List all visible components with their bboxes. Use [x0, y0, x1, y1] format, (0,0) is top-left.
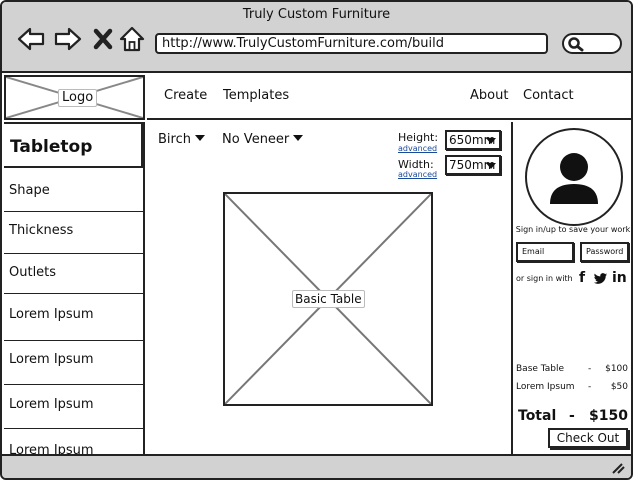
- chevron-down-icon: [486, 163, 496, 169]
- width-select[interactable]: 750mm: [445, 155, 501, 175]
- sidebar-item-lorem-3[interactable]: Lorem Ipsum: [4, 385, 143, 429]
- price-line-sep: -: [588, 364, 592, 374]
- wood-value: Birch: [158, 132, 191, 147]
- back-arrow-icon[interactable]: [16, 24, 46, 54]
- chevron-down-icon: [486, 138, 496, 144]
- height-select[interactable]: 650mm: [445, 130, 501, 150]
- veneer-dropdown[interactable]: No Veneer: [222, 132, 304, 147]
- sidebar-item-lorem-4[interactable]: Lorem Ipsum: [9, 443, 94, 454]
- logo-placeholder[interactable]: Logo: [4, 75, 145, 120]
- total-label: Total: [518, 408, 557, 424]
- price-line-value: $100: [605, 364, 628, 374]
- width-label: Width:: [398, 158, 434, 171]
- top-navigation: Create Templates About Contact: [147, 75, 631, 120]
- price-line-name: Base Table: [516, 364, 565, 374]
- width-advanced-link[interactable]: advanced: [398, 170, 438, 179]
- height-value: 650mm: [449, 133, 496, 147]
- email-field[interactable]: Email: [516, 242, 574, 262]
- builder-main: Birch No Veneer Height: advanced 650mm W…: [147, 122, 510, 454]
- veneer-value: No Veneer: [222, 132, 290, 147]
- chevron-down-icon: [293, 135, 304, 141]
- social-signin-text: or sign in with: [516, 274, 573, 283]
- height-advanced-link[interactable]: advanced: [398, 144, 438, 153]
- url-input[interactable]: http://www.TrulyCustomFurniture.com/buil…: [155, 33, 548, 54]
- width-value: 750mm: [449, 158, 496, 172]
- search-icon: [568, 37, 584, 52]
- password-field[interactable]: Password: [580, 242, 629, 262]
- close-icon[interactable]: [88, 24, 118, 54]
- total-sep: -: [569, 408, 575, 424]
- nav-create[interactable]: Create: [164, 88, 208, 103]
- browser-chrome: Truly Custom Furniture http://www.TrulyC…: [2, 2, 631, 73]
- user-icon: [550, 153, 598, 204]
- sidebar-item-lorem-1[interactable]: Lorem Ipsum: [4, 294, 143, 341]
- sidebar-item-shape[interactable]: Shape: [4, 168, 143, 212]
- nav-contact[interactable]: Contact: [523, 88, 574, 103]
- sidebar-item-lorem-2[interactable]: Lorem Ipsum: [4, 341, 143, 385]
- status-bar: [2, 454, 631, 478]
- nav-about[interactable]: About: [470, 88, 509, 103]
- price-line-sep: -: [588, 382, 592, 392]
- total-value: $150: [589, 408, 628, 424]
- table-preview: Basic Table: [223, 192, 433, 406]
- sidebar-heading: Tabletop: [4, 122, 143, 168]
- preview-label: Basic Table: [292, 290, 365, 308]
- forward-arrow-icon[interactable]: [53, 24, 83, 54]
- window-title: Truly Custom Furniture: [242, 7, 391, 22]
- search-field[interactable]: [562, 33, 622, 54]
- avatar: [525, 128, 623, 226]
- wood-dropdown[interactable]: Birch: [158, 132, 205, 147]
- resize-grip-icon[interactable]: [611, 462, 625, 474]
- sidebar: Tabletop Shape Thickness Outlets Lorem I…: [4, 122, 145, 454]
- facebook-icon[interactable]: f: [579, 270, 586, 286]
- chevron-down-icon: [194, 135, 205, 141]
- logo-label: Logo: [58, 89, 98, 107]
- sidebar-item-thickness[interactable]: Thickness: [4, 212, 143, 254]
- price-line-value: $50: [610, 382, 628, 392]
- twitter-icon[interactable]: [593, 273, 608, 289]
- checkout-button[interactable]: Check Out: [548, 428, 628, 448]
- signin-prompt: Sign in/up to save your work: [515, 225, 631, 234]
- height-label: Height:: [398, 131, 439, 144]
- price-line-name: Lorem Ipsum: [516, 382, 575, 392]
- sidebar-item-outlets[interactable]: Outlets: [4, 254, 143, 294]
- home-icon[interactable]: [117, 24, 147, 54]
- account-panel: Sign in/up to save your work Email Passw…: [511, 122, 631, 454]
- nav-templates[interactable]: Templates: [223, 88, 290, 103]
- linkedin-icon[interactable]: in: [612, 270, 627, 286]
